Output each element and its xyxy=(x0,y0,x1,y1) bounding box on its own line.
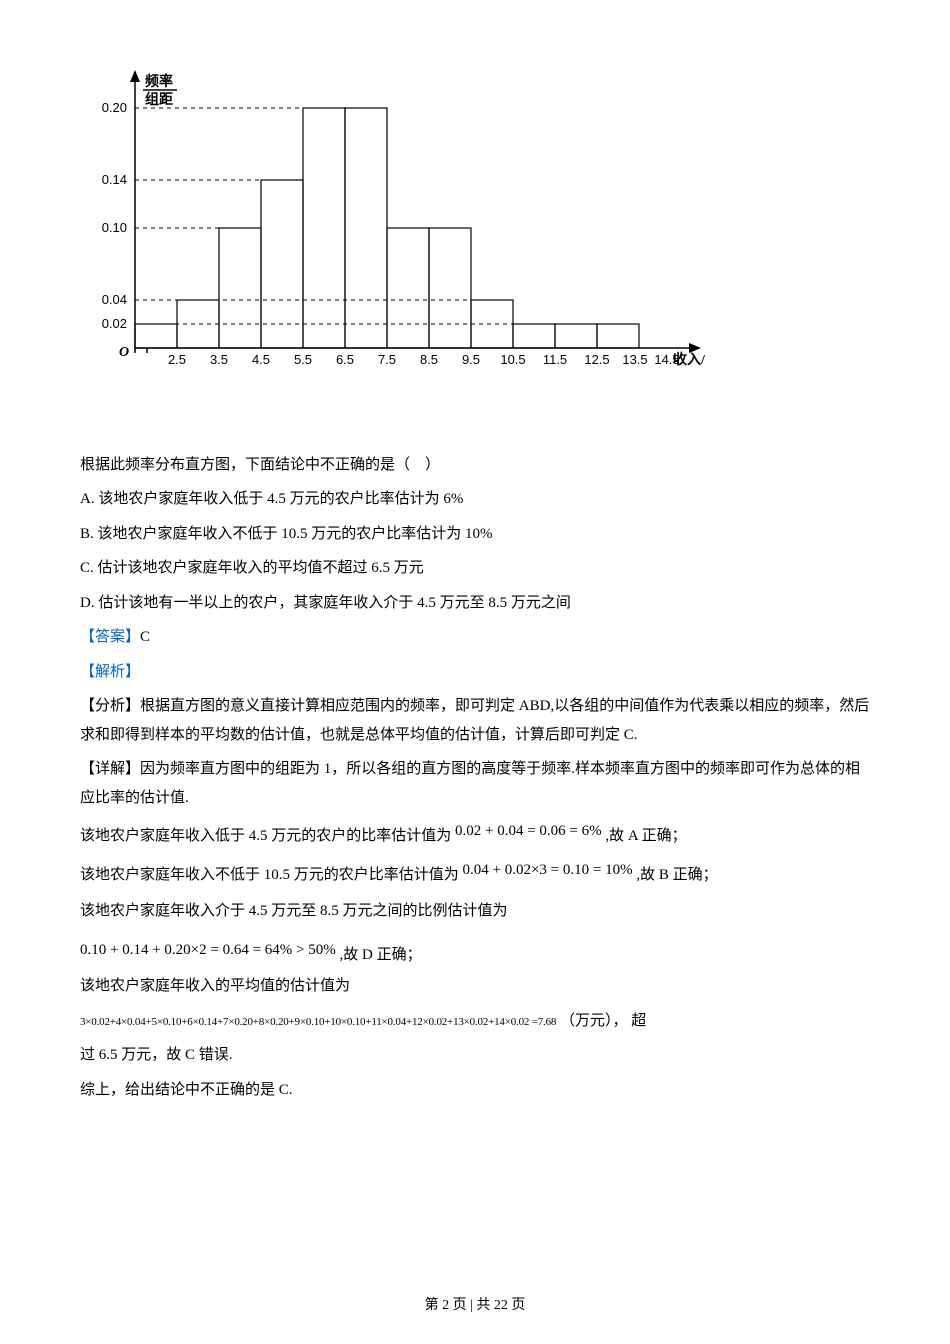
svg-text:6.5: 6.5 xyxy=(336,352,354,367)
option-a: A. 该地农户家庭年收入低于 4.5 万元的农户比率估计为 6% xyxy=(80,485,870,514)
y-axis-title-1: 频率 xyxy=(145,73,173,90)
option-c: C. 估计该地农户家庭年收入的平均值不超过 6.5 万元 xyxy=(80,554,870,583)
svg-text:0.04: 0.04 xyxy=(102,292,127,307)
svg-text:0.14: 0.14 xyxy=(102,172,127,187)
conclusion: 综上，给出结论中不正确的是 C. xyxy=(80,1076,870,1105)
xiangjie-label: 【详解】 xyxy=(80,761,140,777)
option-d: D. 估计该地有一半以上的农户，其家庭年收入介于 4.5 万元至 8.5 万元之… xyxy=(80,589,870,618)
xiangjie-text: 因为频率直方图中的组距为 1，所以各组的直方图的高度等于频率.样本频率直方图中的… xyxy=(80,761,860,806)
fenxi: 【分析】根据直方图的意义直接计算相应范围内的频率，即可判定 ABD,以各组的中间… xyxy=(80,692,870,749)
line-c-formula: 3×0.02+4×0.04+5×0.10+6×0.14+7×0.20+8×0.2… xyxy=(80,1016,556,1028)
svg-text:8.5: 8.5 xyxy=(420,352,438,367)
histogram-chart: 0.02 0.04 0.10 0.14 0.20 xyxy=(85,70,870,391)
fenxi-label: 【分析】 xyxy=(80,698,140,714)
line-d-suffix: ,故 D 正确； xyxy=(340,947,422,963)
svg-text:2.5: 2.5 xyxy=(168,352,186,367)
line-c-prefix-line: 该地农户家庭年收入的平均值的估计值为 xyxy=(80,972,870,1001)
line-d-prefix-line: 该地农户家庭年收入介于 4.5 万元至 8.5 万元之间的比例估计值为 xyxy=(80,897,870,926)
answer-label: 【答案】 xyxy=(80,629,140,645)
svg-text:13.5: 13.5 xyxy=(622,352,647,367)
svg-text:0.02: 0.02 xyxy=(102,316,127,331)
option-b: B. 该地农户家庭年收入不低于 10.5 万元的农户比率估计为 10% xyxy=(80,520,870,549)
question-stem: 根据此频率分布直方图，下面结论中不正确的是（ ） xyxy=(80,451,870,480)
answer-line: 【答案】C xyxy=(80,623,870,652)
y-axis-title-2: 组距 xyxy=(145,91,173,108)
svg-text:12.5: 12.5 xyxy=(584,352,609,367)
x-ticks: 2.5 3.5 4.5 5.5 6.5 7.5 8.5 9.5 10.5 11.… xyxy=(168,352,680,367)
svg-text:9.5: 9.5 xyxy=(462,352,480,367)
line-a-suffix: ,故 A 正确； xyxy=(605,828,686,844)
line-a-prefix: 该地农户家庭年收入低于 4.5 万元的农户的比率估计值为 xyxy=(80,828,451,844)
answer-value: C xyxy=(140,629,150,645)
svg-text:7.5: 7.5 xyxy=(378,352,396,367)
line-d-formula: 0.10 + 0.14 + 0.20×2 = 0.64 = 64% > 50% xyxy=(80,942,336,958)
svg-text:3.5: 3.5 xyxy=(210,352,228,367)
line-c-unit: （万元）， xyxy=(560,1013,628,1029)
line-a: 该地农户家庭年收入低于 4.5 万元的农户的比率估计值为 0.02 + 0.04… xyxy=(80,822,870,851)
xiangjie-intro: 【详解】因为频率直方图中的组距为 1，所以各组的直方图的高度等于频率.样本频率直… xyxy=(80,755,870,812)
line-a-formula: 0.02 + 0.04 = 0.06 = 6% xyxy=(455,823,602,839)
svg-text:11.5: 11.5 xyxy=(543,352,567,367)
origin-label: O xyxy=(119,345,129,360)
svg-text:0.20: 0.20 xyxy=(102,100,127,115)
svg-text:5.5: 5.5 xyxy=(294,352,312,367)
analysis-label: 【解析】 xyxy=(80,658,870,687)
line-b-formula: 0.04 + 0.02×3 = 0.10 = 10% xyxy=(463,862,633,878)
x-axis-title: 收入/万元 xyxy=(673,351,705,368)
page-footer: 第 2 页 | 共 22 页 xyxy=(0,1293,950,1320)
line-b-suffix: ,故 B 正确； xyxy=(636,867,717,883)
y-ticks: 0.02 0.04 0.10 0.14 0.20 xyxy=(102,100,127,331)
line-b-prefix: 该地农户家庭年收入不低于 10.5 万元的农户比率估计值为 xyxy=(80,867,459,883)
line-c-suffix1: 超 xyxy=(631,1013,646,1029)
fenxi-text: 根据直方图的意义直接计算相应范围内的频率，即可判定 ABD,以各组的中间值作为代… xyxy=(80,698,869,743)
line-c-suffix2: 过 6.5 万元，故 C 错误. xyxy=(80,1041,870,1070)
svg-text:0.10: 0.10 xyxy=(102,220,127,235)
svg-text:4.5: 4.5 xyxy=(252,352,270,367)
line-b: 该地农户家庭年收入不低于 10.5 万元的农户比率估计值为 0.04 + 0.0… xyxy=(80,861,870,890)
axes xyxy=(130,70,701,353)
svg-text:10.5: 10.5 xyxy=(500,352,525,367)
line-d-formula-line: 0.10 + 0.14 + 0.20×2 = 0.64 = 64% > 50% … xyxy=(80,936,870,965)
line-c-formula-line: 3×0.02+4×0.04+5×0.10+6×0.14+7×0.20+8×0.2… xyxy=(80,1007,870,1036)
question-body: 根据此频率分布直方图，下面结论中不正确的是（ ） A. 该地农户家庭年收入低于 … xyxy=(80,451,870,1105)
chart-svg: 0.02 0.04 0.10 0.14 0.20 xyxy=(85,70,705,380)
